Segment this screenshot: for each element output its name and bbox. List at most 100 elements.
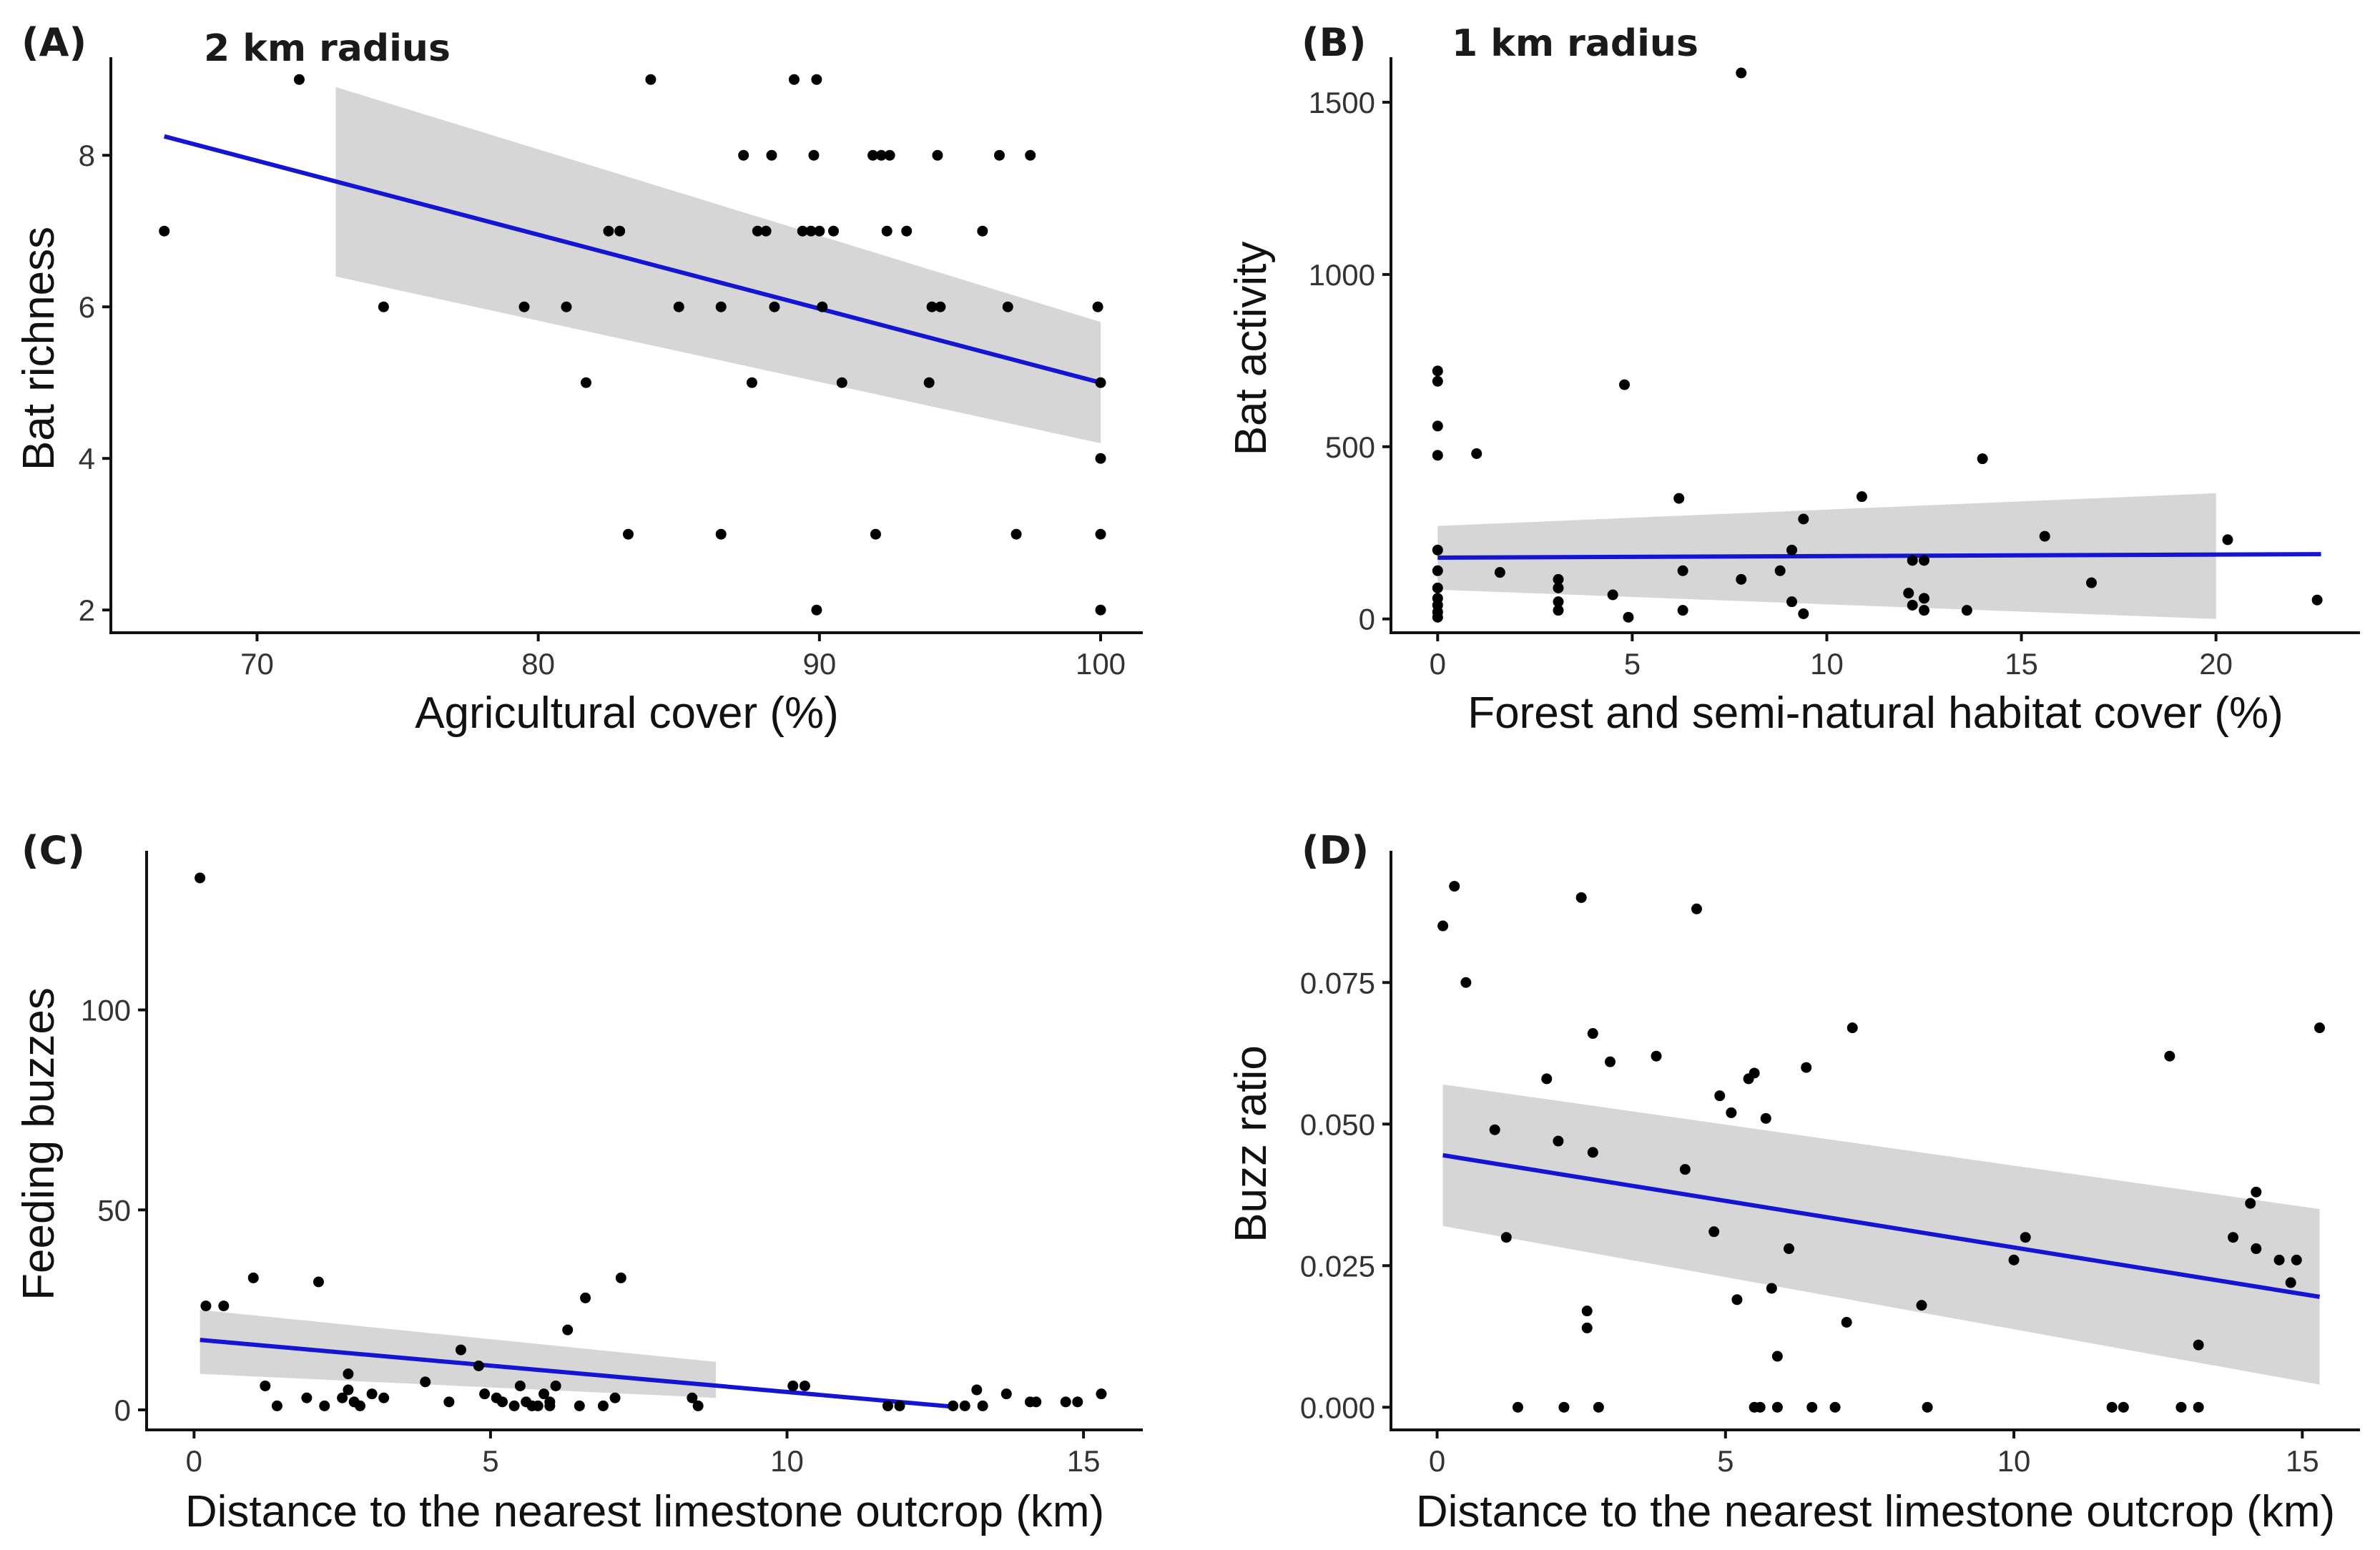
panel-c-y-tick-label: 50 [97, 1193, 131, 1227]
panel-d-point [1922, 1401, 1933, 1413]
panel-a-point [622, 528, 634, 540]
panel-c-x-tick-label: 0 [186, 1444, 202, 1478]
panel-d-point [1437, 920, 1449, 932]
panel-d-point [1553, 1135, 1564, 1147]
panel-d-point [1575, 892, 1587, 903]
panel-b-point [1677, 605, 1688, 616]
panel-d-point [2251, 1186, 2262, 1198]
panel-c: (C) 0 5 10 15 0 50 100 Distance to the neares… [14, 828, 1143, 1536]
panel-b-annotation: 1 km radius [1452, 22, 1698, 65]
panel-c-point [894, 1400, 905, 1411]
panel-a-point [867, 149, 879, 161]
panel-a-point [811, 604, 822, 616]
panel-c-point [508, 1400, 520, 1411]
panel-b-point [1919, 605, 1930, 616]
panel-c-point [195, 872, 206, 884]
panel-c-point [692, 1400, 704, 1411]
panel-b-point [1432, 582, 1443, 593]
panel-d-point [1829, 1401, 1841, 1413]
panel-a-point [1095, 453, 1106, 464]
panel-d-point [1766, 1283, 1777, 1294]
panel-b-x-tick-label: 5 [1624, 647, 1641, 681]
panel-d-point [1449, 881, 1460, 892]
panel-b-point [1432, 375, 1443, 387]
panel-a-point [1025, 149, 1036, 161]
panel-b-point [1494, 567, 1505, 578]
panel-a-point [518, 301, 530, 312]
panel-b-point [1786, 596, 1798, 608]
panel-d-point [1760, 1112, 1771, 1124]
panel-a-point [603, 225, 614, 237]
panel-d-point [1749, 1067, 1760, 1079]
panel-c-fit-group [200, 1338, 953, 1409]
panel-a-y-tick-label: 2 [79, 593, 95, 627]
panel-d-point [1771, 1401, 1783, 1413]
panel-c-point [514, 1380, 526, 1391]
panel-b-point [1919, 555, 1930, 566]
panel-b-point [1798, 608, 1809, 619]
panel-c-points [195, 872, 1107, 1411]
panel-a-point [870, 528, 881, 540]
panel-b-y-ticks: 0 500 1000 1500 [1309, 86, 1391, 636]
panel-a-label: (A) [21, 20, 87, 65]
panel-b-point [2222, 534, 2233, 546]
panel-d-point [1691, 903, 1702, 914]
panel-d-point [1731, 1294, 1743, 1305]
panel-d-point [1771, 1351, 1783, 1362]
panel-d-point [1714, 1090, 1726, 1102]
panel-b-point [1786, 544, 1798, 556]
panel-b-point [1607, 589, 1618, 601]
panel-b-y-tick-label: 1500 [1309, 86, 1375, 119]
panel-c-point [271, 1400, 282, 1411]
panel-d-x-tick-label: 10 [1997, 1444, 2031, 1478]
panel-a-y-ticks: 2 4 6 8 [79, 139, 111, 627]
panel-a-point [561, 301, 572, 312]
panel-c-x-tick-label: 10 [770, 1444, 804, 1478]
panel-b-point [1736, 67, 1747, 79]
panel-c-point [580, 1292, 591, 1303]
panel-c-point [218, 1300, 230, 1312]
panel-a-point [932, 149, 943, 161]
panel-a-point [935, 301, 946, 312]
panel-a-x-ticks: 70 80 90 100 [240, 633, 1126, 681]
panel-d-point [2193, 1339, 2204, 1351]
panel-b-point [1432, 420, 1443, 432]
panel-b-point [1907, 555, 1918, 566]
panel-c-point [539, 1388, 550, 1400]
panel-c-point [443, 1396, 455, 1408]
panel-c-point [497, 1396, 508, 1408]
panel-c-point [799, 1380, 810, 1391]
panel-a-x-tick-label: 90 [802, 647, 836, 681]
panel-c-point [562, 1324, 574, 1336]
panel-b-point [1856, 491, 1867, 503]
panel-a-point [769, 301, 780, 312]
panel-d-point [1784, 1243, 1795, 1255]
panel-d-y-tick-label: 0.025 [1300, 1249, 1375, 1283]
panel-d-point [2245, 1198, 2256, 1209]
panel-a-point [738, 149, 749, 161]
panel-c-point [455, 1344, 466, 1356]
panel-b-point [1736, 573, 1747, 585]
panel-a-point [715, 528, 727, 540]
panel-d-x-axis-title: Distance to the nearest limestone outcro… [1416, 1487, 2335, 1536]
panel-b-point [1677, 565, 1688, 576]
panel-c-point [1000, 1388, 1012, 1400]
panel-d: (D) 0 5 10 15 0.000 0.025 0.050 0.075 Distance… [1226, 828, 2360, 1536]
panel-c-x-axis-title: Distance to the nearest limestone outcro… [185, 1487, 1104, 1536]
panel-d-point [2251, 1243, 2262, 1255]
panel-d-y-ticks: 0.000 0.025 0.050 0.075 [1300, 966, 1391, 1424]
panel-b-point [1432, 565, 1443, 576]
panel-d-x-ticks: 0 5 10 15 [1429, 1430, 2319, 1478]
panel-a-point [1002, 301, 1013, 312]
panel-d-point [2008, 1254, 2020, 1265]
panel-d-point [1604, 1056, 1616, 1067]
panel-c-point [420, 1376, 431, 1388]
panel-b: (B) 1 km radius 0 5 10 15 20 0 500 1000 1500 Fo… [1226, 20, 2360, 738]
panel-b-point [1432, 611, 1443, 623]
panel-c-point [597, 1400, 609, 1411]
panel-a-point [817, 301, 828, 312]
panel-a-y-axis-title: Bat richness [14, 227, 64, 470]
panel-c-point [260, 1380, 271, 1391]
panel-a-point [614, 225, 626, 237]
panel-b-point [2086, 577, 2098, 588]
